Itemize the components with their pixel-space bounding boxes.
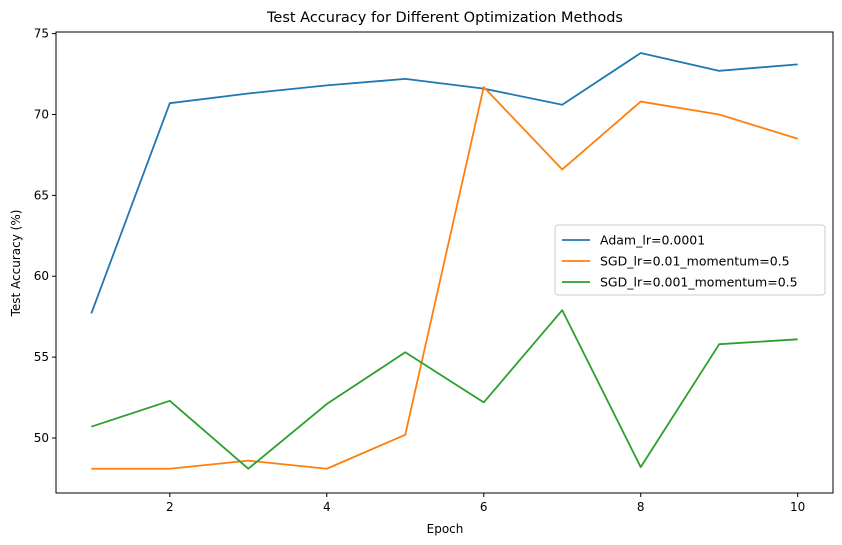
legend-label: SGD_lr=0.01_momentum=0.5 [600,254,790,269]
y-tick-label: 65 [34,188,49,202]
x-tick-label: 10 [790,500,805,514]
y-tick-label: 55 [34,350,49,364]
legend-label: Adam_lr=0.0001 [600,233,705,248]
legend-box [554,224,826,296]
series-line-3 [91,309,798,470]
x-tick-label: 2 [166,500,174,514]
y-tick-label: 60 [34,269,49,283]
x-tick-label: 4 [323,500,331,514]
series-line-1 [90,52,798,314]
y-axis-ticks: 50 55 60 65 70 75 [34,27,56,445]
chart-title: Test Accuracy for Different Optimization… [266,10,623,26]
y-tick-label: 70 [34,107,49,121]
plot-area-frame [55,31,834,494]
x-tick-label: 8 [637,500,645,514]
y-tick-label: 75 [34,27,49,41]
y-axis-label: Test Accuracy (%) [9,210,23,318]
x-axis-label: Epoch [427,522,464,536]
legend-label: SGD_lr=0.001_momentum=0.5 [600,275,798,290]
legend: Adam_lr=0.0001 SGD_lr=0.01_momentum=0.5 SG… [554,224,826,296]
x-tick-label: 6 [480,500,488,514]
series-line-2 [91,86,798,470]
x-axis-ticks: 2 4 6 8 10 [166,493,805,514]
series-lines [90,52,798,470]
y-tick-label: 50 [34,431,49,445]
